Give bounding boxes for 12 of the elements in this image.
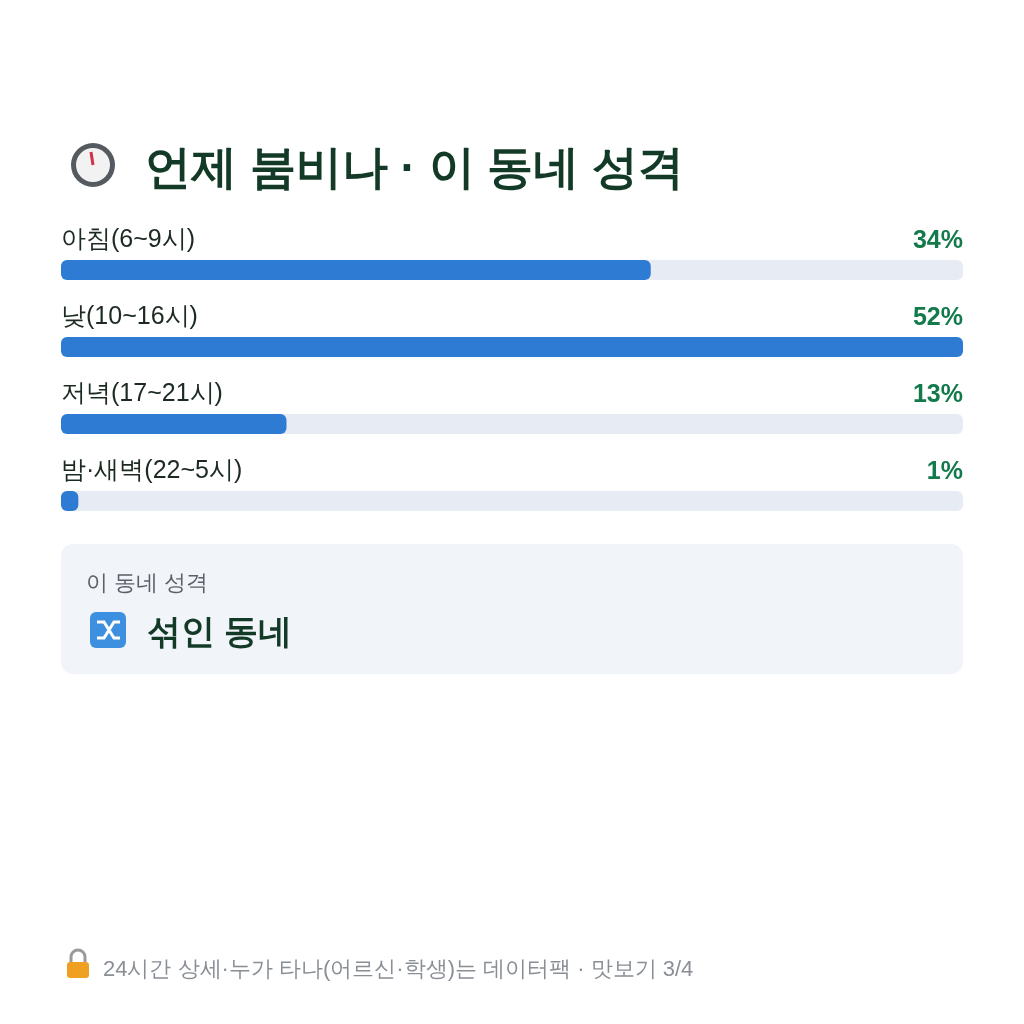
- chart-title: 언제 붐비나 · 이 동네 성격: [145, 141, 685, 193]
- y-tick-label: 아침(6~9시): [61, 224, 196, 252]
- y-tick-label: 저녁(17~21시): [61, 378, 223, 406]
- data-label: 1%: [926, 456, 963, 484]
- text: 섞인 동네: [147, 612, 293, 650]
- data-label: 52%: [912, 302, 963, 330]
- text: 이 동네 성격: [86, 570, 209, 595]
- data-label: 13%: [912, 379, 963, 407]
- y-tick-label: 밤·새벽(22~5시): [61, 455, 243, 483]
- data-label: 34%: [912, 225, 963, 253]
- text: 24시간 상세·누가 타나(어르신·학생)는 데이터팩 · 맛보기 3/4: [103, 956, 694, 981]
- y-tick-label: 낮(10~16시): [61, 301, 198, 329]
